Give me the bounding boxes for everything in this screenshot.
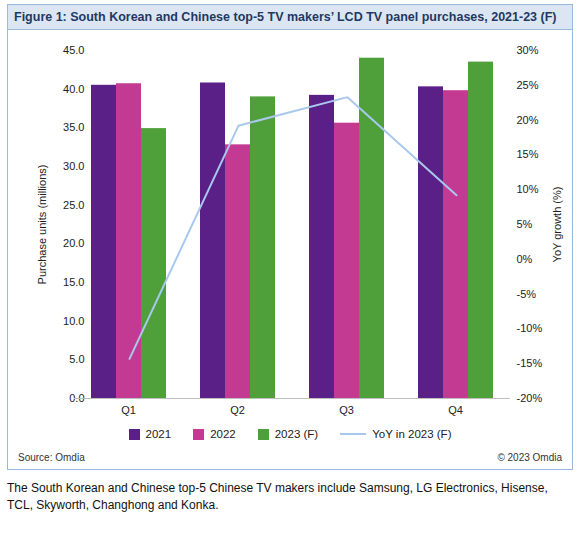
svg-text:10%: 10% (517, 183, 539, 195)
html-text:The South Korean and Chinese t: The South Korean and Chinese top-5 Chine… (7, 481, 548, 513)
svg-text:Q2: Q2 (230, 404, 245, 416)
svg-text:20%: 20% (517, 114, 539, 126)
svg-text:-20%: -20% (517, 392, 543, 404)
html-text:YoY in 2023 (F): YoY in 2023 (F) (372, 428, 452, 440)
svg-text:30.0: 30.0 (63, 160, 84, 172)
svg-text:10.0: 10.0 (63, 315, 84, 327)
svg-text:45.0: 45.0 (63, 44, 84, 56)
svg-text:30%: 30% (517, 44, 539, 56)
svg-text:40.0: 40.0 (63, 83, 84, 95)
svg-text:15%: 15% (517, 148, 539, 160)
html-text:2023 (F): 2023 (F) (274, 428, 319, 440)
svg-text:Q3: Q3 (339, 404, 354, 416)
svg-text:0%: 0% (517, 253, 533, 265)
svg-text:25%: 25% (517, 79, 539, 91)
html-text:2021: 2021 (145, 428, 172, 440)
html-text:Figure 1: South Korean and Chi: Figure 1: South Korean and Chinese top-5… (14, 10, 557, 24)
svg-text:15.0: 15.0 (63, 276, 84, 288)
svg-text:Q1: Q1 (121, 404, 136, 416)
svg-text:-10%: -10% (517, 322, 543, 334)
html-text:© 2023 Omdia: © 2023 Omdia (497, 452, 562, 463)
svg-text:20.0: 20.0 (63, 237, 84, 249)
svg-text:Purchase units (millions): Purchase units (millions) (36, 165, 48, 285)
svg-text:-5%: -5% (517, 288, 537, 300)
svg-text:25.0: 25.0 (63, 199, 84, 211)
svg-text:5.0: 5.0 (69, 353, 84, 365)
svg-text:5%: 5% (517, 218, 533, 230)
svg-text:0.0: 0.0 (69, 392, 85, 404)
svg-text:35.0: 35.0 (63, 121, 84, 133)
svg-text:-15%: -15% (517, 357, 543, 369)
html-text:Source: Omdia: Source: Omdia (18, 452, 85, 463)
svg-text:Q4: Q4 (448, 404, 463, 416)
html-text:2022: 2022 (210, 428, 236, 440)
svg-text:YoY growth (%): YoY growth (%) (551, 187, 563, 263)
